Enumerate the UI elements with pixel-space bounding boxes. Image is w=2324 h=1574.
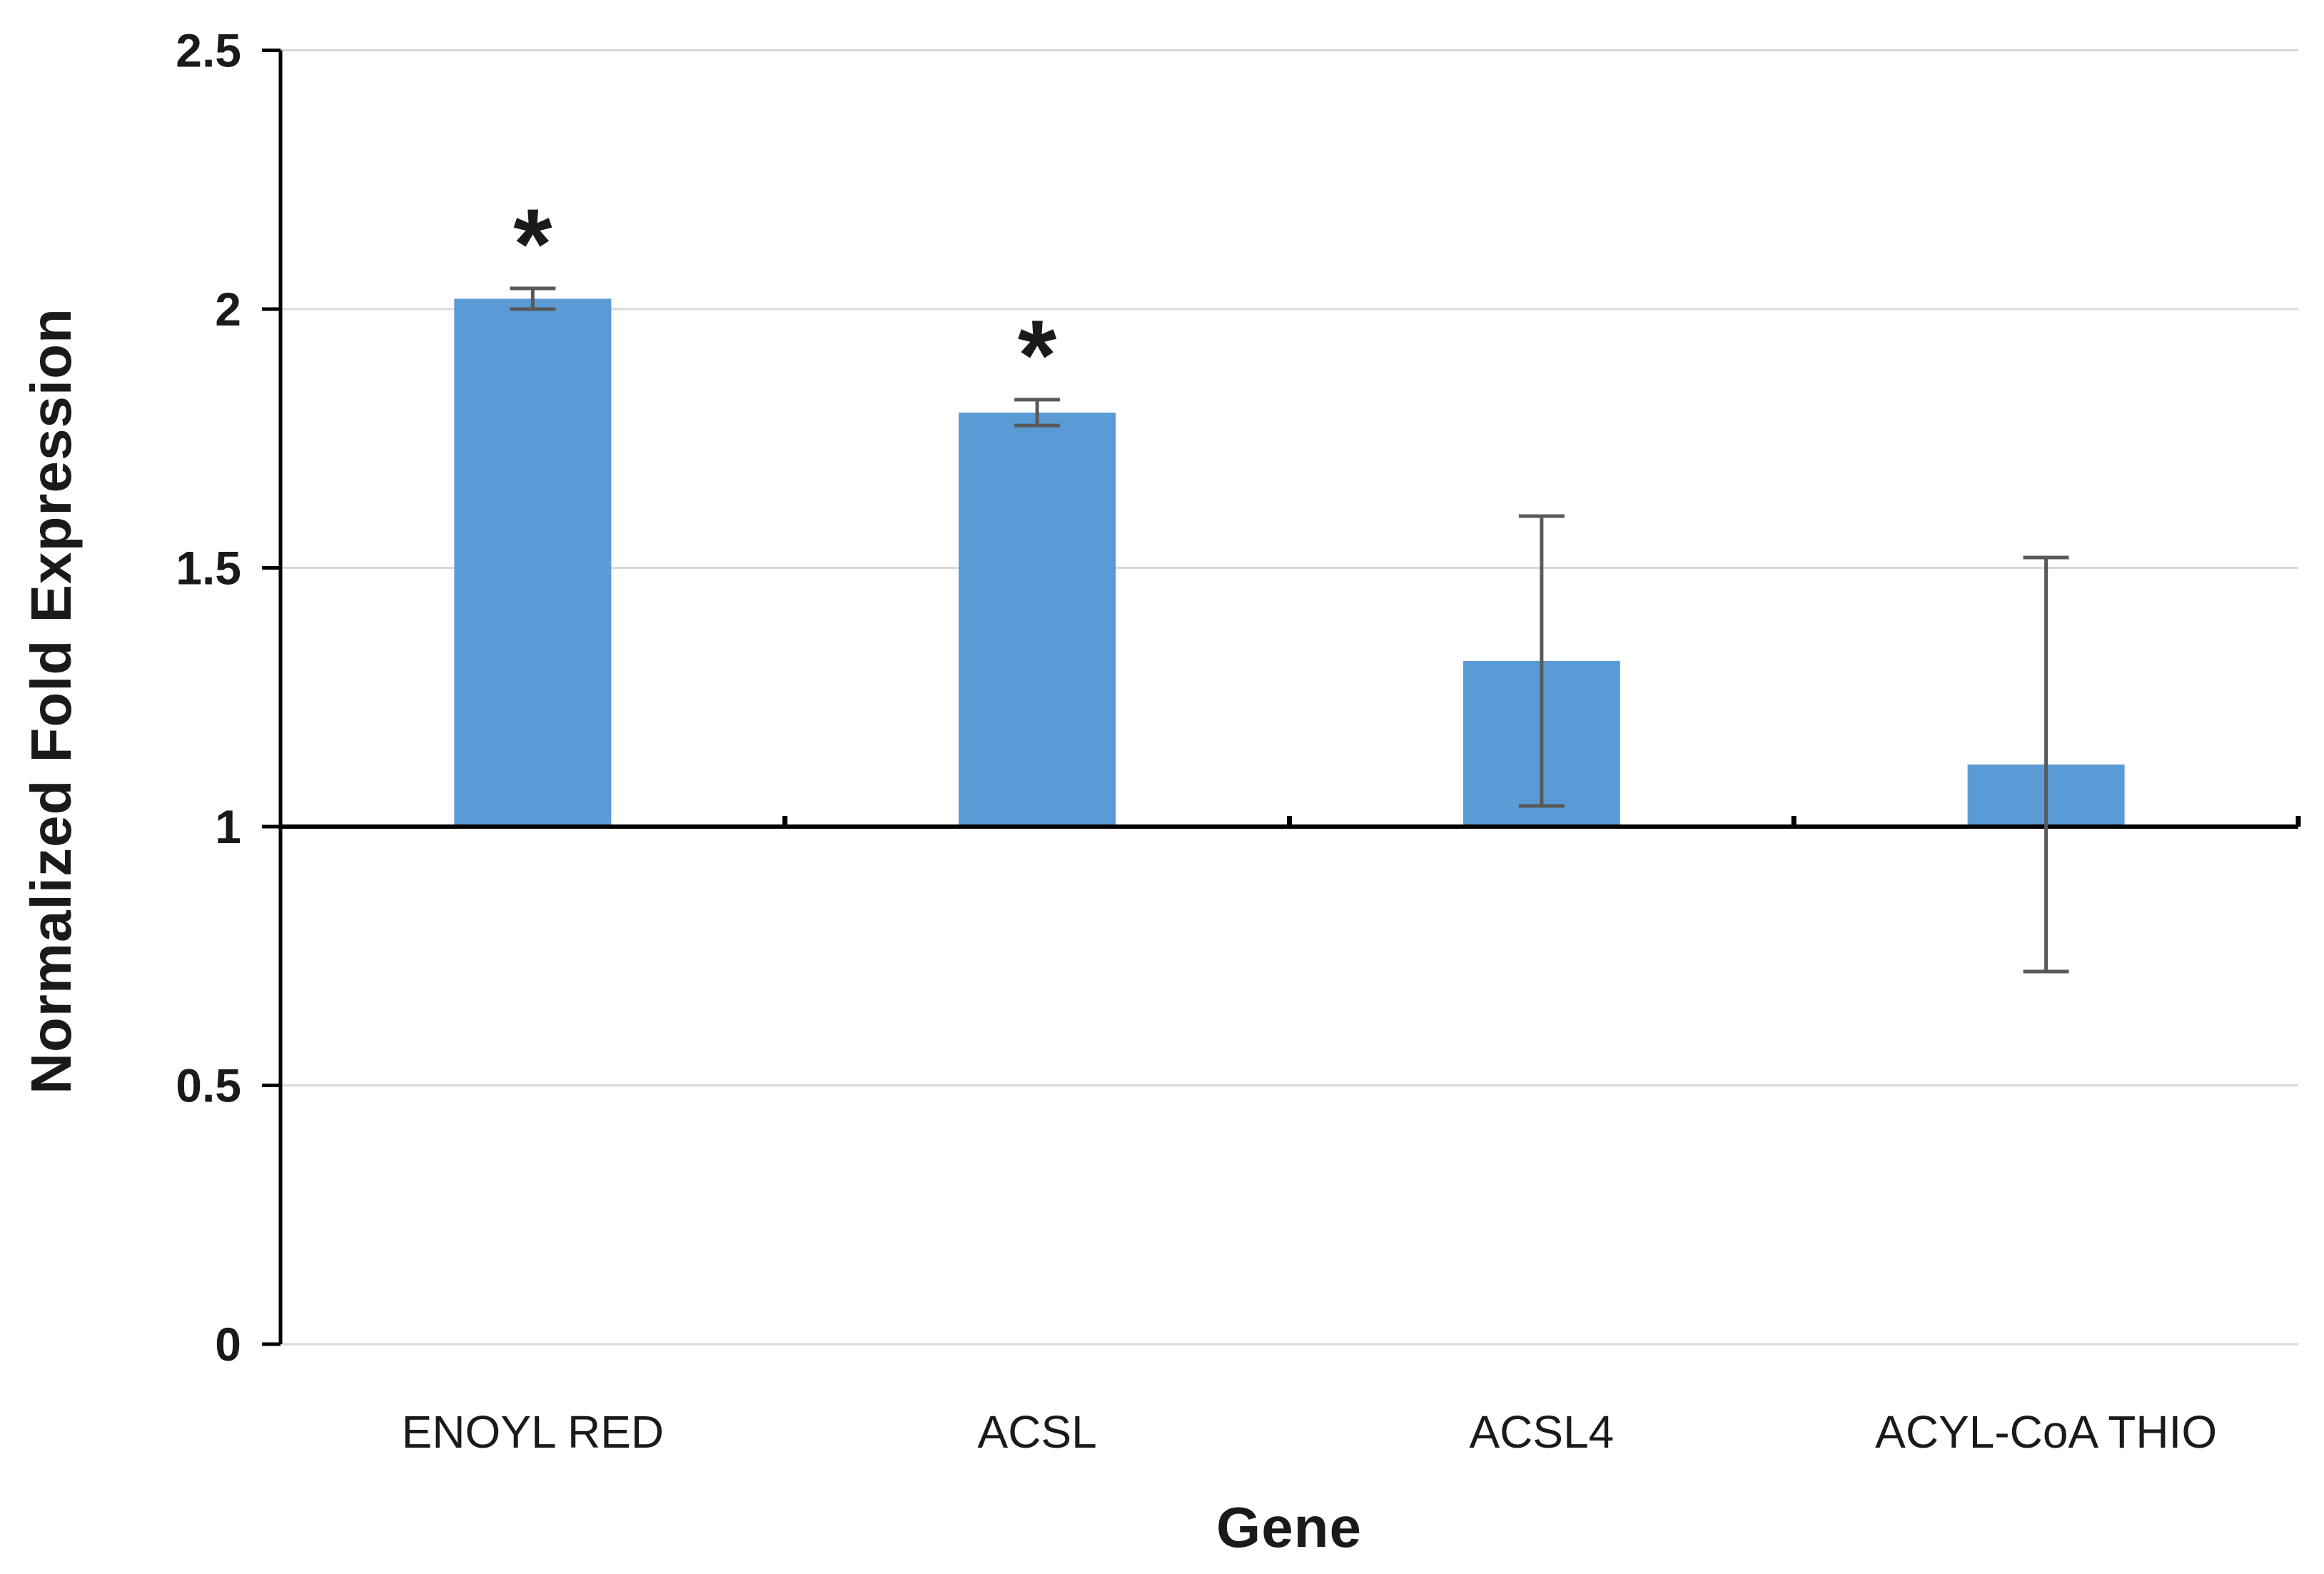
bar-enoyl-red xyxy=(454,298,612,827)
y-tick-label: 0 xyxy=(215,1318,241,1371)
y-tick-label: 0.5 xyxy=(176,1059,241,1112)
significance-asterisk: * xyxy=(513,188,552,300)
bar-acsl xyxy=(959,413,1116,827)
x-category-label: ACYL-CoA THIO xyxy=(1875,1406,2217,1458)
y-axis-title: Normalized Fold Expression xyxy=(19,308,83,1094)
y-tick-label: 2 xyxy=(215,283,241,336)
x-axis-title: Gene xyxy=(1216,1495,1363,1559)
y-tick-label: 1 xyxy=(215,800,241,853)
significance-asterisk: * xyxy=(1018,299,1057,411)
x-category-label: ACSL xyxy=(978,1406,1097,1458)
y-tick-label: 2.5 xyxy=(176,24,241,77)
x-category-label: ENOYL RED xyxy=(402,1406,665,1458)
x-category-label: ACSL4 xyxy=(1469,1406,1614,1458)
y-tick-label: 1.5 xyxy=(176,542,241,595)
